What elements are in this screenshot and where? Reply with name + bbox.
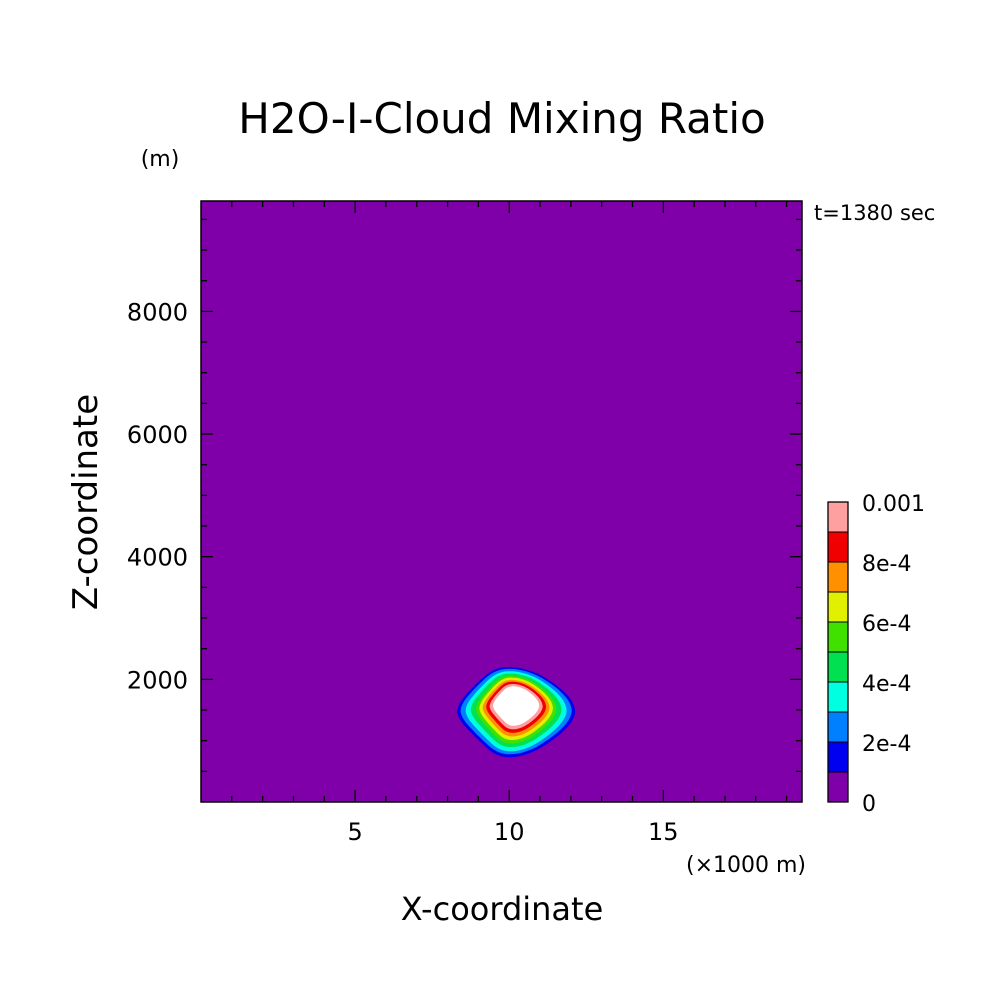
colorbar-tick-label: 4e-4 [862, 672, 911, 697]
cloud-contour-10 [493, 686, 540, 726]
y-unit-label: (m) [141, 147, 180, 172]
y-tick-label: 6000 [127, 421, 188, 449]
colorbar-tick-label: 8e-4 [862, 552, 911, 577]
y-tick-label: 8000 [127, 298, 188, 326]
x-tick-label: 5 [347, 818, 362, 846]
colorbar-swatch-2 [827, 741, 849, 773]
colorbar-swatch-4 [827, 681, 849, 713]
chart-title: H2O-I-Cloud Mixing Ratio [238, 94, 765, 143]
colorbar-swatch-5 [827, 651, 849, 683]
x-tick-label: 15 [648, 818, 679, 846]
colorbar: 0 2e-4 4e-4 6e-4 8e-4 0.001 [827, 492, 925, 817]
time-label: t=1380 sec [814, 201, 935, 225]
plot-area [201, 201, 802, 802]
colorbar-frame [827, 501, 849, 803]
y-tick-label: 2000 [127, 666, 188, 694]
colorbar-tick-label: 0.001 [862, 492, 925, 517]
colorbar-swatch-7 [827, 591, 849, 623]
x-axis-label: X-coordinate [401, 890, 604, 928]
x-unit-label: (×1000 m) [686, 853, 806, 878]
colorbar-swatch-6 [827, 621, 849, 653]
colorbar-swatch-9 [827, 531, 849, 563]
colorbar-tick-label: 6e-4 [862, 612, 911, 637]
y-tick-label: 4000 [127, 544, 188, 572]
colorbar-tick-label: 2e-4 [862, 732, 911, 757]
colorbar-swatch-10 [827, 501, 849, 533]
y-axis-label: Z-coordinate [66, 394, 106, 610]
colorbar-swatch-1 [827, 771, 849, 803]
axes: 5 10 15 2000 4000 6000 8000 [127, 200, 803, 846]
colorbar-swatch-8 [827, 561, 849, 593]
colorbar-swatch-3 [827, 711, 849, 743]
x-tick-label: 10 [494, 818, 525, 846]
plot-frame [200, 200, 803, 803]
colorbar-tick-label: 0 [862, 792, 876, 817]
